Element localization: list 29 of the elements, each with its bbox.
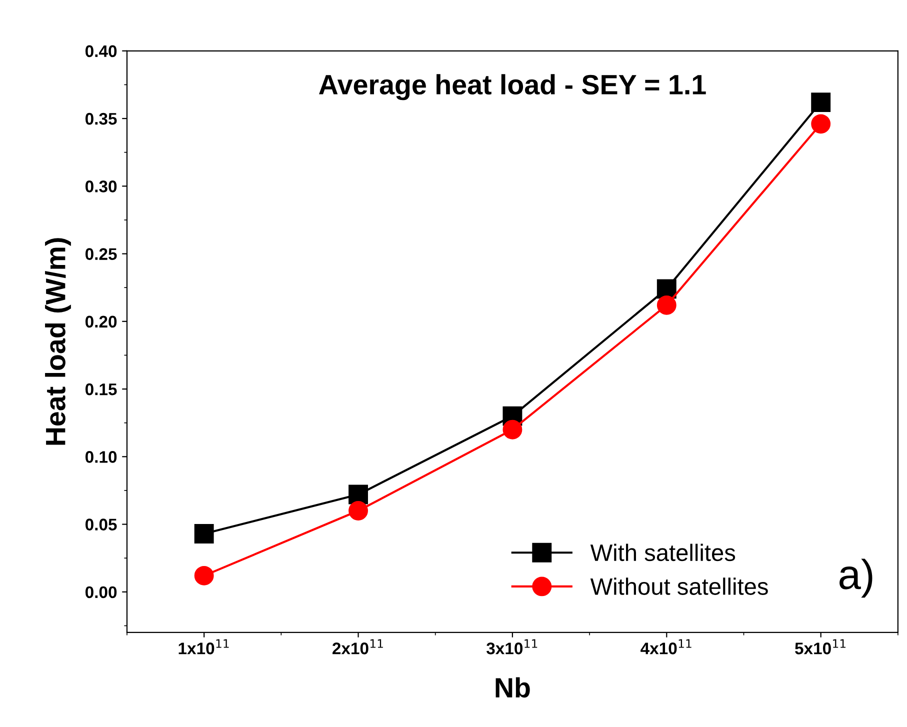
point bbox=[656, 295, 676, 315]
y-tick-label: 0.10 bbox=[85, 451, 117, 463]
point bbox=[194, 566, 214, 586]
y-tick-label: 0.25 bbox=[85, 248, 117, 260]
point bbox=[502, 420, 522, 440]
text: Average heat load - SEY = 1.1 bbox=[319, 74, 706, 100]
y-tick-label: 0.35 bbox=[85, 112, 117, 125]
point bbox=[194, 524, 214, 544]
legend-label: With satellites bbox=[590, 544, 736, 562]
y-axis-title: Heat load (W/m) bbox=[45, 238, 71, 445]
y-tick-label: 0.30 bbox=[85, 180, 117, 192]
x-tick-label: 2x10$^{11}$ bbox=[332, 639, 383, 654]
annotation: a) bbox=[840, 558, 872, 598]
x-tick-label: 1x10$^{11}$ bbox=[178, 639, 229, 654]
legend-label: Without satellites bbox=[590, 578, 768, 595]
y-tick-label: 0.05 bbox=[85, 518, 117, 530]
y-tick-label: 0.40 bbox=[85, 45, 117, 58]
point bbox=[811, 92, 831, 112]
x-tick-label: 3x10$^{11}$ bbox=[486, 639, 538, 654]
x-tick-label: 5x10$^{11}$ bbox=[795, 639, 846, 654]
x-tick-label: 4x10$^{11}$ bbox=[640, 639, 692, 654]
point bbox=[811, 114, 831, 134]
y-tick-label: 0.20 bbox=[85, 316, 117, 328]
y-tick-label: 0.00 bbox=[85, 586, 117, 598]
point bbox=[656, 279, 676, 299]
point bbox=[348, 484, 368, 504]
x-axis-title: Nb bbox=[496, 677, 530, 698]
point bbox=[348, 501, 368, 520]
y-tick-label: 0.15 bbox=[85, 383, 117, 396]
